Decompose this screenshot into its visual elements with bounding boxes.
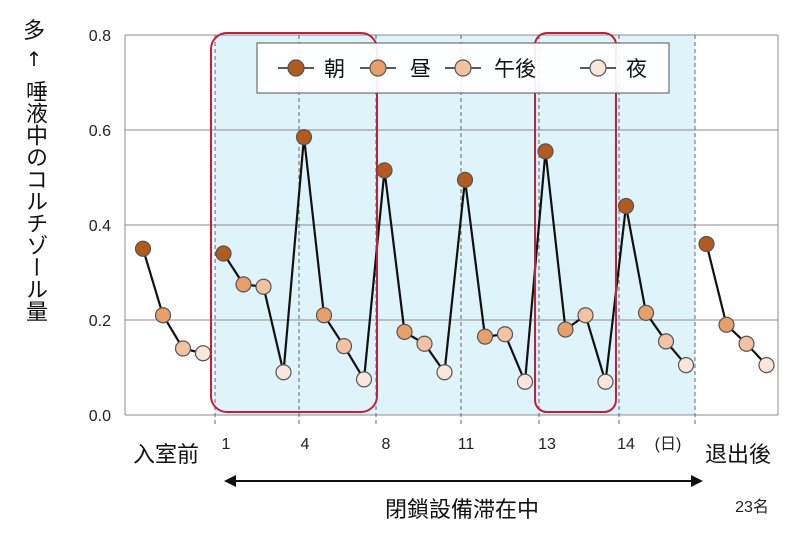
data-point (235, 276, 252, 293)
series-line (141, 136, 768, 383)
day-unit-label: (日) (655, 436, 682, 453)
x-tick-label: 14 (617, 436, 635, 453)
data-point (698, 235, 715, 253)
legend-label: 午後 (494, 57, 536, 81)
y-axis-label: 多 ↑ 唾液中のコルチゾール量 (14, 18, 54, 322)
sample-size-label: 23名 (735, 498, 769, 516)
data-point (617, 197, 635, 215)
x-tick-label: 8 (382, 436, 391, 453)
y-tick-label: 0.8 (89, 28, 111, 45)
data-point (194, 345, 212, 362)
legend-label: 夜 (626, 57, 647, 81)
x-tick-label: 入室前 (133, 443, 199, 468)
data-point (295, 129, 313, 146)
x-tick-label: 13 (538, 436, 556, 453)
arrow-right-icon (691, 475, 703, 487)
data-point (537, 143, 554, 160)
legend-marker (369, 59, 387, 77)
y-axis-top-label: 多 (22, 19, 45, 44)
data-point (215, 245, 232, 262)
cortisol-series-line (141, 136, 768, 383)
data-point (174, 340, 192, 357)
x-tick-label: 1 (222, 436, 231, 453)
data-point (134, 240, 152, 257)
y-tick-label: 0.4 (89, 218, 111, 235)
data-point (597, 373, 614, 390)
data-point (476, 328, 494, 345)
x-tick-labels: 入室前 1 4 8 11 13 14 退出後(日) (133, 436, 771, 468)
data-point (396, 323, 413, 340)
data-point (456, 171, 474, 188)
data-point (436, 364, 453, 381)
arrow-left-icon (224, 475, 236, 487)
data-point (315, 307, 333, 324)
data-point (255, 278, 272, 295)
data-point (557, 321, 574, 338)
data-point (416, 335, 433, 352)
legend-label: 朝 (324, 57, 345, 81)
y-tick-labels: 0.0 0.2 0.4 0.6 0.8 (89, 28, 111, 425)
legend-marker (589, 59, 607, 77)
legend-marker (454, 59, 472, 77)
x-tick-label: 4 (301, 436, 310, 453)
data-point (335, 338, 353, 355)
legend-label: 昼 (410, 57, 431, 81)
data-points (134, 129, 775, 390)
data-point (677, 357, 695, 374)
data-point (657, 333, 675, 350)
period-indicator: 閉鎖設備滞在中 23名 (224, 475, 769, 523)
y-tick-label: 0.6 (89, 123, 111, 140)
y-tick-label: 0.2 (89, 313, 111, 330)
highlight-box-days-1-7 (210, 32, 378, 413)
data-point (718, 316, 735, 333)
legend: 朝 昼 午後 夜 (256, 42, 670, 94)
data-point (154, 307, 172, 324)
data-point (376, 162, 393, 179)
legend-marker (287, 59, 305, 77)
period-label: 閉鎖設備滞在中 (385, 498, 539, 523)
data-point (355, 371, 373, 388)
highlight-boxes (210, 32, 617, 413)
data-point (738, 335, 755, 352)
x-tick-label: 11 (458, 436, 475, 453)
x-tick-label: 退出後 (705, 443, 771, 468)
y-axis-title: 唾液中のコルチゾール量 (22, 80, 47, 322)
data-point (516, 373, 534, 390)
highlight-box-day-13 (534, 32, 617, 413)
data-point (496, 326, 514, 343)
data-point (275, 364, 292, 381)
data-point (577, 307, 594, 324)
gridlines (124, 34, 779, 416)
y-tick-label: 0.0 (89, 408, 111, 425)
y-axis-arrow-icon: ↑ (25, 47, 43, 71)
data-point (758, 357, 775, 374)
data-point (637, 304, 655, 321)
